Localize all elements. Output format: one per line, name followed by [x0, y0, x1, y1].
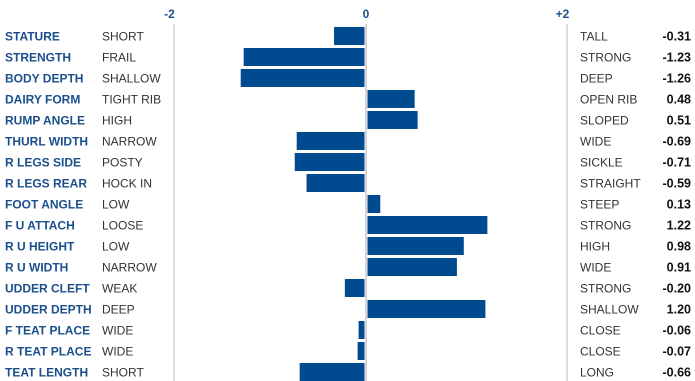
trait-name: R LEGS SIDE — [5, 156, 81, 170]
low-descriptor: DEEP — [102, 303, 135, 317]
trait-name: STRENGTH — [5, 51, 71, 65]
bar — [367, 237, 464, 255]
value-label: -0.07 — [663, 345, 692, 359]
high-descriptor: CLOSE — [580, 324, 621, 338]
value-label: -0.66 — [663, 366, 692, 380]
bar — [367, 111, 418, 129]
trait-name: UDDER DEPTH — [5, 303, 92, 317]
low-descriptor: NARROW — [102, 261, 157, 275]
trait-name: R LEGS REAR — [5, 177, 87, 191]
value-label: 1.22 — [667, 219, 691, 233]
value-label: -0.06 — [663, 324, 692, 338]
value-label: 1.20 — [667, 303, 691, 317]
low-descriptor: NARROW — [102, 135, 157, 149]
low-descriptor: WEAK — [102, 282, 137, 296]
value-label: -0.31 — [663, 30, 692, 44]
high-descriptor: WIDE — [580, 261, 611, 275]
high-descriptor: DEEP — [580, 72, 613, 86]
bar — [240, 69, 365, 87]
high-descriptor: LONG — [580, 366, 614, 380]
trait-name: F U ATTACH — [5, 219, 75, 233]
bar — [357, 342, 365, 360]
bar — [296, 132, 365, 150]
label-layer: STATURE SHORT TALL -0.31 STRENGTH FRAIL STRONG… — [5, 30, 691, 380]
trait-name: TEAT LENGTH — [5, 366, 88, 380]
bar — [367, 258, 457, 276]
bar — [299, 363, 365, 381]
value-label: -0.20 — [663, 282, 692, 296]
x-tick-label: +2 — [556, 7, 570, 21]
high-descriptor: STRONG — [580, 51, 631, 65]
trait-name: R U HEIGHT — [5, 240, 75, 254]
bar — [294, 153, 365, 171]
value-label: -1.26 — [663, 72, 692, 86]
value-label: 0.13 — [667, 198, 691, 212]
high-descriptor: HIGH — [580, 240, 610, 254]
low-descriptor: FRAIL — [102, 51, 136, 65]
high-descriptor: SHALLOW — [580, 303, 639, 317]
bar-layer — [240, 27, 488, 381]
high-descriptor: SLOPED — [580, 114, 629, 128]
bar — [243, 48, 365, 66]
value-label: -0.59 — [663, 177, 692, 191]
high-descriptor: CLOSE — [580, 345, 621, 359]
low-descriptor: LOOSE — [102, 219, 143, 233]
low-descriptor: HIGH — [102, 114, 132, 128]
high-descriptor: TALL — [580, 30, 608, 44]
low-descriptor: TIGHT RIB — [102, 93, 161, 107]
high-descriptor: STRONG — [580, 282, 631, 296]
bar — [358, 321, 365, 339]
bar — [334, 27, 365, 45]
high-descriptor: WIDE — [580, 135, 611, 149]
value-label: 0.51 — [667, 114, 691, 128]
trait-name: R TEAT PLACE — [5, 345, 91, 359]
low-descriptor: SHALLOW — [102, 72, 161, 86]
x-tick-label: 0 — [363, 7, 370, 21]
high-descriptor: STRAIGHT — [580, 177, 641, 191]
trait-name: R U WIDTH — [5, 261, 68, 275]
high-descriptor: STEEP — [580, 198, 619, 212]
value-label: -0.69 — [663, 135, 692, 149]
bar — [367, 195, 381, 213]
trait-name: DAIRY FORM — [5, 93, 80, 107]
value-label: 0.48 — [667, 93, 691, 107]
low-descriptor: LOW — [102, 198, 130, 212]
high-descriptor: OPEN RIB — [580, 93, 637, 107]
bar — [367, 90, 415, 108]
bar — [306, 174, 365, 192]
axis-layer: -2 0 +2 — [164, 7, 570, 381]
low-descriptor: HOCK IN — [102, 177, 152, 191]
x-tick-label: -2 — [164, 7, 175, 21]
bar — [344, 279, 365, 297]
trait-name: FOOT ANGLE — [5, 198, 83, 212]
trait-name: RUMP ANGLE — [5, 114, 85, 128]
trait-name: THURL WIDTH — [5, 135, 88, 149]
high-descriptor: STRONG — [580, 219, 631, 233]
low-descriptor: WIDE — [102, 345, 133, 359]
low-descriptor: LOW — [102, 240, 130, 254]
value-label: -0.71 — [663, 156, 692, 170]
high-descriptor: SICKLE — [580, 156, 623, 170]
trait-name: F TEAT PLACE — [5, 324, 90, 338]
low-descriptor: WIDE — [102, 324, 133, 338]
trait-name: BODY DEPTH — [5, 72, 83, 86]
low-descriptor: SHORT — [102, 30, 144, 44]
value-label: -1.23 — [663, 51, 692, 65]
trait-name: STATURE — [5, 30, 60, 44]
low-descriptor: POSTY — [102, 156, 143, 170]
value-label: 0.91 — [667, 261, 691, 275]
trait-name: UDDER CLEFT — [5, 282, 90, 296]
low-descriptor: SHORT — [102, 366, 144, 380]
bar — [367, 300, 486, 318]
bar — [367, 216, 488, 234]
value-label: 0.98 — [667, 240, 691, 254]
